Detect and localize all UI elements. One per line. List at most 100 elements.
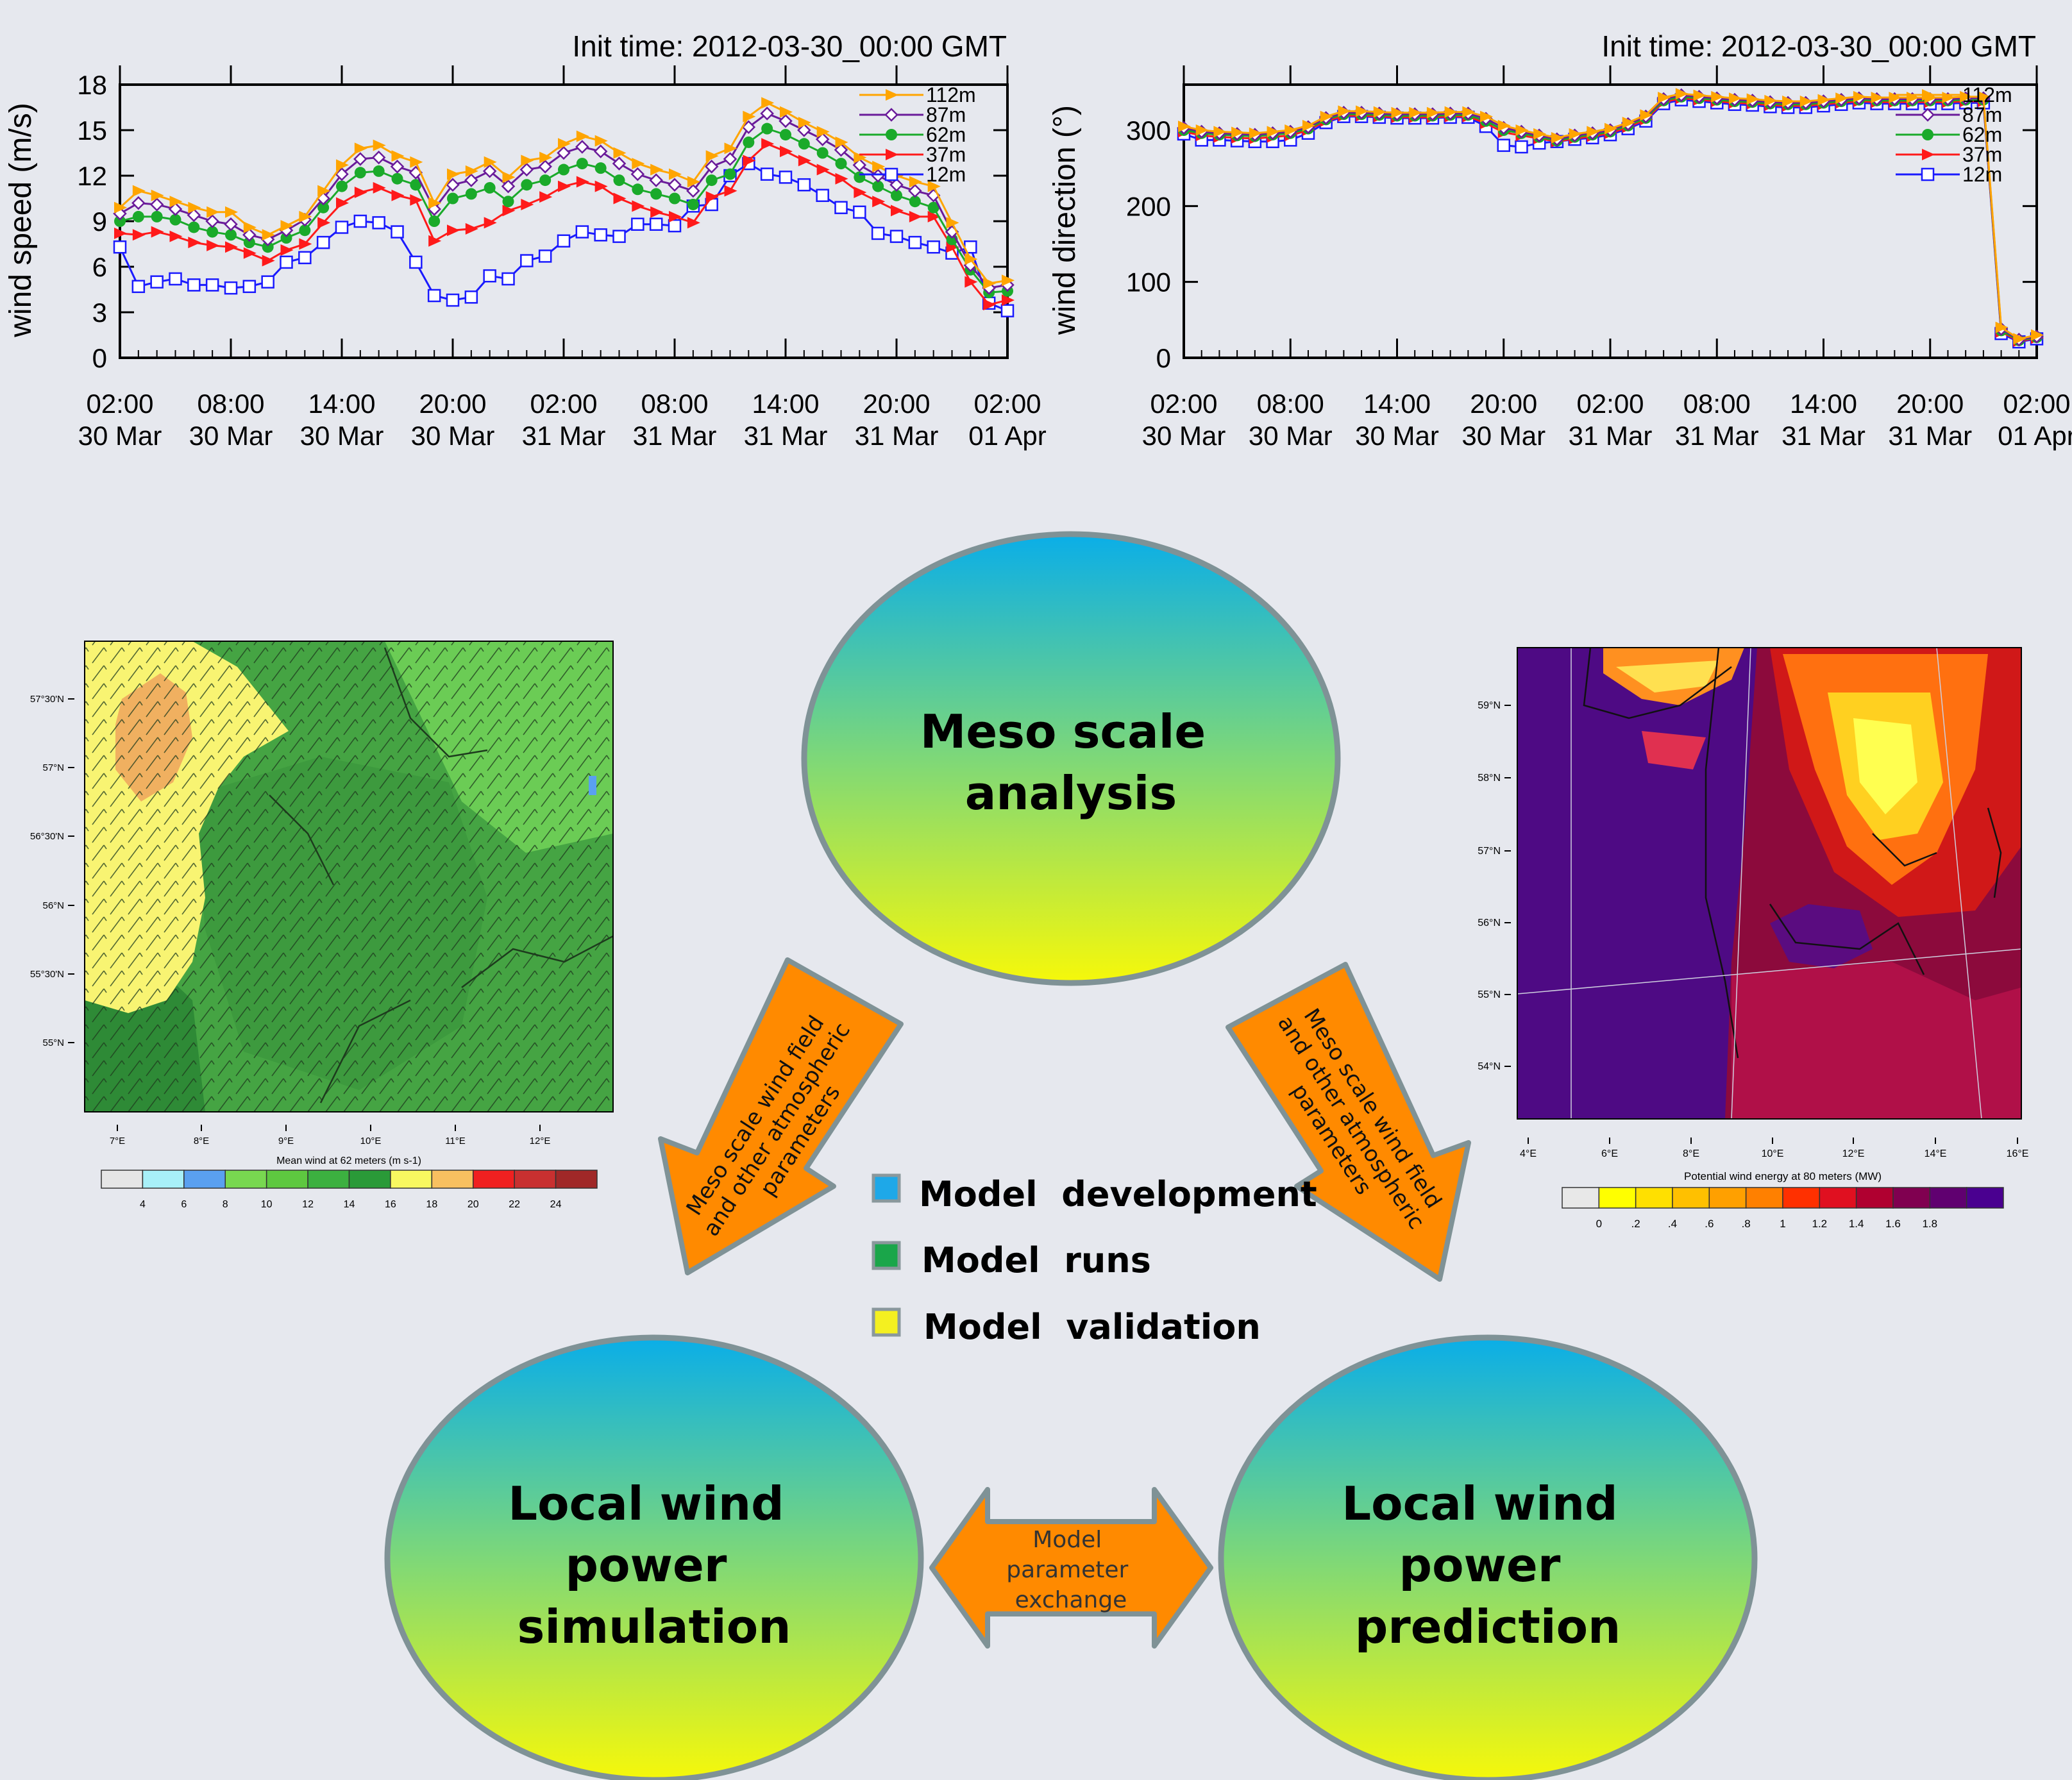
data-point-37m <box>317 217 331 229</box>
data-point-12m <box>853 205 866 219</box>
data-point-62m <box>410 179 422 191</box>
colorbar-tick-label: 1.8 <box>1923 1218 1938 1230</box>
data-point-37m <box>780 146 793 158</box>
data-point-12m <box>501 272 515 286</box>
data-point-62m <box>872 180 884 192</box>
data-point-62m <box>594 162 607 174</box>
data-point-112m <box>724 142 737 155</box>
legend-label-87m: 87m <box>926 103 966 126</box>
x-tick-label: 14:00 31 Mar <box>744 389 828 451</box>
data-point-87m <box>741 120 756 135</box>
series-line-112m <box>119 101 1008 285</box>
colorbar-cell <box>1562 1187 1600 1209</box>
x-tick-label-line: 20:00 <box>863 389 930 419</box>
data-point-112m <box>206 206 220 218</box>
data-point-12m <box>150 275 164 289</box>
map-lon-label: 16°E <box>2007 1148 2029 1159</box>
prediction-node-label: Local wind power prediction <box>1342 1477 1633 1654</box>
colorbar-tick-label: 6 <box>181 1199 187 1210</box>
meso-scale-analysis-node: Meso scale analysis <box>801 531 1341 986</box>
data-point-112m <box>225 206 238 218</box>
y-tick-label: 6 <box>92 252 107 282</box>
wind-energy-map-frame <box>1517 647 2022 1120</box>
x-tick-label-line: 14:00 <box>1363 389 1431 419</box>
data-point-37m <box>613 192 627 205</box>
data-point-112m <box>1462 106 1476 118</box>
data-point-87m <box>446 178 460 192</box>
x-tick-label: 08:00 30 Mar <box>189 389 273 451</box>
data-point-112m <box>632 158 645 170</box>
map-lat-label: 57°30'N <box>30 694 64 705</box>
data-point-62m <box>576 158 588 170</box>
map-lat-label: 58°N <box>1478 773 1501 784</box>
data-point-37m <box>391 189 405 201</box>
data-point-12m <box>612 230 626 243</box>
data-point-37m <box>669 210 682 222</box>
data-point-62m <box>169 214 181 226</box>
map-lat-label: 54°N <box>1478 1061 1501 1072</box>
colorbar-cell <box>1635 1187 1673 1209</box>
data-point-62m <box>687 198 699 210</box>
data-point-87m <box>168 202 183 216</box>
data-point-112m <box>872 160 886 172</box>
data-point-62m <box>521 179 533 191</box>
data-point-87m <box>205 214 219 228</box>
data-point-112m <box>1746 93 1760 105</box>
data-point-112m <box>1960 90 1973 103</box>
map-lat-label: 56°N <box>1478 918 1501 928</box>
map-lat-label: 57°N <box>42 762 64 773</box>
data-point-12m <box>353 214 367 228</box>
data-point-12m <box>760 167 774 181</box>
phase-legend: Model development Model runs Model valid… <box>872 1173 1317 1347</box>
data-point-37m <box>465 222 478 235</box>
data-point-12m <box>871 226 885 240</box>
x-tick-label-line: 30 Mar <box>189 421 273 451</box>
x-tick-label: 08:00 31 Mar <box>1675 389 1759 451</box>
data-point-12m <box>834 201 848 214</box>
legend-label-37m: 37m <box>1962 143 2002 166</box>
data-point-62m <box>262 241 274 253</box>
colorbar-cell <box>183 1170 226 1189</box>
data-point-62m <box>243 237 255 249</box>
data-point-62m <box>724 168 736 180</box>
data-point-112m <box>1551 131 1564 144</box>
data-point-62m <box>484 181 496 194</box>
data-point-37m <box>169 230 183 242</box>
data-point-37m <box>225 241 238 253</box>
data-point-62m <box>854 171 866 183</box>
simulation-node-line2: power <box>566 1538 727 1592</box>
data-point-37m <box>428 235 442 247</box>
x-tick-label: 02:00 01 Apr <box>1998 389 2072 451</box>
data-point-12m <box>594 228 607 242</box>
data-point-112m <box>780 106 793 118</box>
data-point-112m <box>1533 128 1547 140</box>
colorbar-tick-label: 1 <box>1780 1218 1785 1230</box>
data-point-112m <box>816 126 830 138</box>
data-point-37m <box>206 239 220 251</box>
colorbar-cell <box>101 1170 144 1189</box>
chart1-frame <box>119 83 1009 359</box>
data-point-12m <box>483 269 496 283</box>
x-tick-label-line: 30 Mar <box>1355 421 1439 451</box>
data-point-87m <box>482 164 497 178</box>
legend-marker-62m <box>1922 129 1933 140</box>
data-point-112m <box>188 201 201 214</box>
colorbar-cell <box>514 1170 557 1189</box>
data-point-37m <box>576 176 589 188</box>
data-point-112m <box>391 150 405 162</box>
data-point-87m <box>834 142 848 157</box>
data-point-112m <box>484 156 497 168</box>
data-point-112m <box>761 97 775 109</box>
data-point-112m <box>1799 96 1813 108</box>
data-point-62m <box>114 215 126 227</box>
y-tick-label: 300 <box>1126 115 1171 146</box>
data-point-112m <box>1764 94 1778 106</box>
data-point-87m <box>149 197 164 212</box>
data-point-112m <box>1178 121 1191 133</box>
data-point-112m <box>1320 110 1333 122</box>
y-tick-label: 3 <box>92 298 107 328</box>
x-tick-label: 08:00 30 Mar <box>1249 389 1333 451</box>
data-point-12m <box>316 235 330 249</box>
x-tick-label-line: 31 Mar <box>1888 421 1972 451</box>
